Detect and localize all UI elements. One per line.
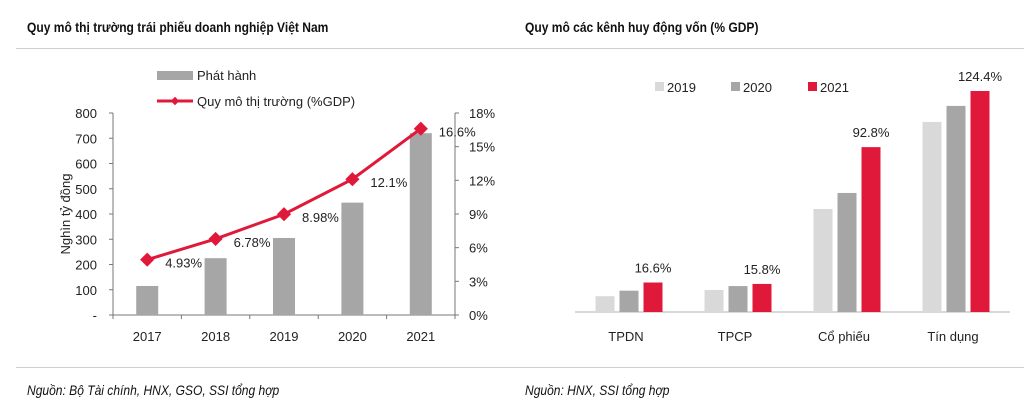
bar-phat-hanh bbox=[273, 237, 295, 315]
bar-2019 bbox=[704, 289, 724, 312]
line-marker bbox=[413, 121, 428, 136]
legend-swatch-phat-hanh bbox=[157, 71, 193, 80]
bar-phat-hanh bbox=[409, 133, 432, 315]
y-tick-label: 100 bbox=[75, 283, 97, 298]
data-label: 124.4% bbox=[958, 69, 1003, 84]
line-marker bbox=[345, 172, 360, 187]
y2-tick-label: 12% bbox=[469, 173, 495, 188]
data-label: 15.8% bbox=[744, 262, 781, 277]
legend-label: 2020 bbox=[743, 80, 772, 95]
bottom-divider bbox=[16, 367, 1024, 368]
data-label: 12.1% bbox=[370, 175, 407, 190]
bar-phat-hanh bbox=[136, 285, 159, 315]
y-tick-label: 800 bbox=[75, 106, 97, 121]
legend-label: 2021 bbox=[820, 80, 849, 95]
data-label: 4.93% bbox=[165, 256, 202, 271]
bar-2020 bbox=[837, 192, 857, 312]
bar-2020 bbox=[946, 105, 966, 313]
data-label: 6.78% bbox=[234, 235, 271, 250]
y2-tick-label: 0% bbox=[469, 308, 488, 323]
line-marker bbox=[276, 207, 292, 222]
y2-tick-label: 3% bbox=[469, 274, 488, 289]
legend-label: Phát hành bbox=[197, 68, 256, 83]
y-tick-label: 600 bbox=[75, 157, 97, 172]
bar-2020 bbox=[728, 286, 748, 312]
category-label: TPCP bbox=[718, 329, 753, 344]
x-tick-label: 2018 bbox=[201, 329, 230, 344]
x-tick-label: 2017 bbox=[133, 329, 162, 344]
right-chart-title: Quy mô các kênh huy động vốn (% GDP) bbox=[525, 19, 759, 35]
legend-label: 2019 bbox=[667, 80, 696, 95]
x-tick-label: 2020 bbox=[338, 329, 367, 344]
left-chart-source: Nguồn: Bộ Tài chính, HNX, GSO, SSI tổng … bbox=[27, 382, 280, 398]
legend-swatch-2020 bbox=[731, 82, 740, 91]
y2-tick-label: 9% bbox=[469, 207, 488, 222]
y-tick-label: 400 bbox=[75, 207, 97, 222]
x-tick-label: 2021 bbox=[406, 329, 435, 344]
y-tick-label: 500 bbox=[75, 182, 97, 197]
bar-2019 bbox=[595, 296, 615, 312]
y-tick-label: 200 bbox=[75, 258, 97, 273]
category-label: Tín dụng bbox=[927, 329, 978, 344]
right-chart-source: Nguồn: HNX, SSI tổng hợp bbox=[525, 382, 670, 398]
bar-2021 bbox=[970, 91, 990, 312]
category-label: TPDN bbox=[608, 329, 643, 344]
legend-label: Quy mô thị trường (%GDP) bbox=[197, 94, 355, 109]
top-divider bbox=[16, 48, 1024, 49]
legend-swatch-2019 bbox=[655, 82, 664, 91]
y-tick-label: 300 bbox=[75, 232, 97, 247]
y-tick-label: 700 bbox=[75, 131, 97, 146]
data-label: 92.8% bbox=[853, 125, 890, 140]
category-label: Cổ phiếu bbox=[818, 329, 870, 344]
line-marker bbox=[140, 252, 155, 267]
left-chart-title: Quy mô thị trường trái phiếu doanh nghiệ… bbox=[27, 19, 329, 35]
y2-tick-label: 6% bbox=[469, 241, 488, 256]
line-marker bbox=[208, 231, 223, 246]
legend-marker bbox=[170, 96, 180, 106]
bar-2020 bbox=[619, 290, 639, 312]
bar-2021 bbox=[643, 282, 663, 312]
bar-2019 bbox=[813, 208, 833, 312]
bar-phat-hanh bbox=[341, 202, 364, 315]
y2-tick-label: 18% bbox=[469, 106, 495, 121]
bar-phat-hanh bbox=[204, 258, 227, 315]
legend-swatch-2021 bbox=[808, 82, 817, 91]
data-label: 16.6% bbox=[635, 261, 672, 276]
bar-2021 bbox=[861, 147, 881, 312]
y2-tick-label: 15% bbox=[469, 140, 495, 155]
bar-2021 bbox=[752, 283, 772, 312]
data-label: 8.98% bbox=[302, 210, 339, 225]
x-tick-label: 2019 bbox=[270, 329, 299, 344]
y-tick-label: - bbox=[93, 308, 97, 323]
bar-2019 bbox=[922, 121, 942, 312]
data-label: 16.6% bbox=[439, 125, 476, 140]
y-axis-label: Nghìn tỷ đồng bbox=[58, 174, 73, 255]
